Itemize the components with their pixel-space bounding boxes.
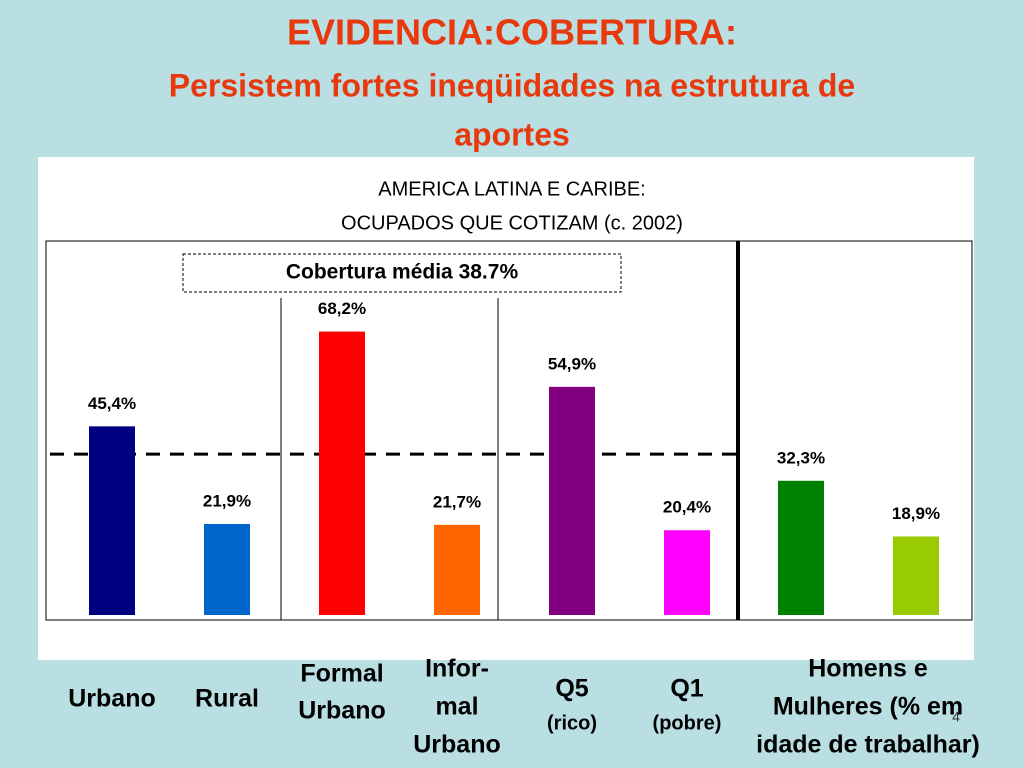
page-number: 4 [952,709,960,725]
x-tick-label: mal [435,693,478,721]
x-tick-label: Q5 [555,675,588,703]
bar [204,523,250,615]
x-tick-label: Urbano [68,685,156,713]
bar [664,530,710,615]
x-group-label: Mulheres (% em [773,693,963,721]
x-group-label: idade de trabalhar) [756,731,980,759]
x-group-label: Homens e [808,655,928,683]
x-tick-label: Urbano [413,731,501,759]
annotation: Cobertura média 38.7% [286,261,519,284]
subtitle: Persistem fortes ineqüidades na estrutur… [169,67,855,103]
bar [549,386,595,615]
x-tick-label: Urbano [298,697,386,725]
value-label: 54,9% [548,354,596,373]
x-tick-label: (rico) [547,712,597,734]
chart-title: AMERICA LATINA E CARIBE: [378,178,645,200]
value-label: 21,7% [433,492,481,511]
x-tick-label: Formal [300,660,383,688]
bar [778,480,824,615]
chart-title: OCUPADOS QUE COTIZAM (c. 2002) [341,212,683,234]
x-tick-label: Infor- [425,655,489,683]
bar [89,426,135,615]
value-label: 21,9% [203,491,251,510]
value-label: 68,2% [318,299,366,318]
bar [319,331,365,615]
value-label: 32,3% [777,448,825,467]
value-label: 45,4% [88,394,136,413]
annotation-box [182,253,622,293]
bar [434,524,480,615]
title: EVIDENCIA:COBERTURA: [287,12,737,53]
x-tick-label: (pobre) [653,712,722,734]
value-label: 20,4% [663,498,711,517]
value-label: 18,9% [892,504,940,523]
bar [893,536,939,615]
subtitle: aportes [454,116,570,152]
x-tick-label: Q1 [670,675,703,703]
x-tick-label: Rural [195,685,259,713]
plot-frame [45,240,973,621]
